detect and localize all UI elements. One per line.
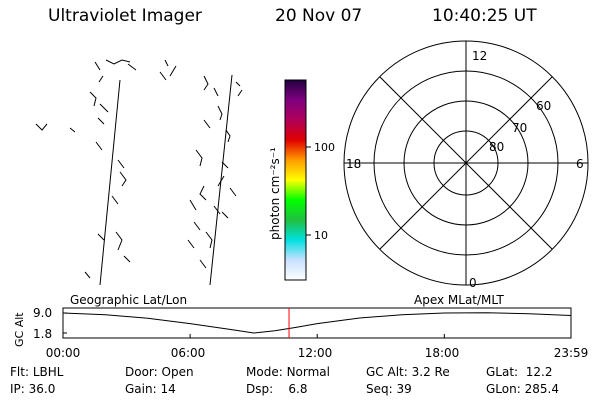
ytick-top-label: 9.0 — [33, 306, 52, 320]
colorbar-unit-label: photon cm⁻²s⁻¹ — [268, 147, 282, 240]
meridian-line-1 — [99, 79, 121, 286]
colorbar-tick-100: 100 — [314, 141, 335, 154]
lat-label-70: 70 — [512, 121, 527, 135]
xtick-label-0: 00:00 — [46, 346, 81, 360]
info-door: Door: Open — [125, 365, 194, 379]
geographic-map — [35, 59, 243, 286]
timeline-ylabel: GC Alt — [13, 312, 26, 347]
mlt-label-top: 12 — [472, 49, 487, 63]
date-label: 20 Nov 07 — [275, 6, 363, 26]
xtick-label-3: 18:00 — [425, 346, 460, 360]
meridian-line-2 — [209, 74, 233, 286]
info-glat: GLat: 12.2 — [486, 365, 553, 379]
polar-plot — [343, 40, 589, 286]
info-ip: IP: 36.0 — [10, 382, 56, 396]
polar-diagonal-2 — [379, 76, 553, 250]
info-mode: Mode: Normal — [246, 365, 330, 379]
info-gain: Gain: 14 — [125, 382, 176, 396]
mlt-label-bottom: 0 — [469, 276, 477, 290]
altitude-series-line — [62, 312, 572, 334]
mlt-label-right: 6 — [576, 157, 584, 171]
apex-label: Apex MLat/MLT — [414, 293, 504, 307]
info-gc-alt: GC Alt: 3.2 Re — [366, 365, 450, 379]
instrument-title: Ultraviolet Imager — [48, 6, 202, 26]
xtick-label-1: 06:00 — [171, 346, 206, 360]
geographic-label: Geographic Lat/Lon — [70, 293, 187, 307]
info-glon: GLon: 285.4 — [486, 382, 559, 396]
timeline: GC Alt 9.0 1.8 Geographic Lat/Lon Apex M… — [13, 293, 588, 360]
colorbar-gradient — [284, 79, 307, 281]
colorbar: 100 10 photon cm⁻²s⁻¹ — [268, 79, 335, 281]
ytick-bottom-label: 1.8 — [33, 327, 52, 341]
info-seq: Seq: 39 — [366, 382, 412, 396]
lat-label-60: 60 — [536, 99, 551, 113]
xtick-label-4: 23:59 — [554, 346, 589, 360]
time-label: 10:40:25 UT — [432, 6, 537, 26]
info-dsp: Dsp: 6.8 — [246, 382, 308, 396]
mlt-label-left: 18 — [346, 157, 361, 171]
lat-label-80: 80 — [489, 140, 504, 154]
colorbar-tick-10: 10 — [314, 229, 328, 242]
polar-labels: 12 18 6 0 60 70 80 — [346, 49, 584, 290]
xtick-label-2: 12:00 — [298, 346, 333, 360]
coastline — [35, 59, 243, 279]
info-flt: Flt: LBHL — [10, 365, 64, 379]
